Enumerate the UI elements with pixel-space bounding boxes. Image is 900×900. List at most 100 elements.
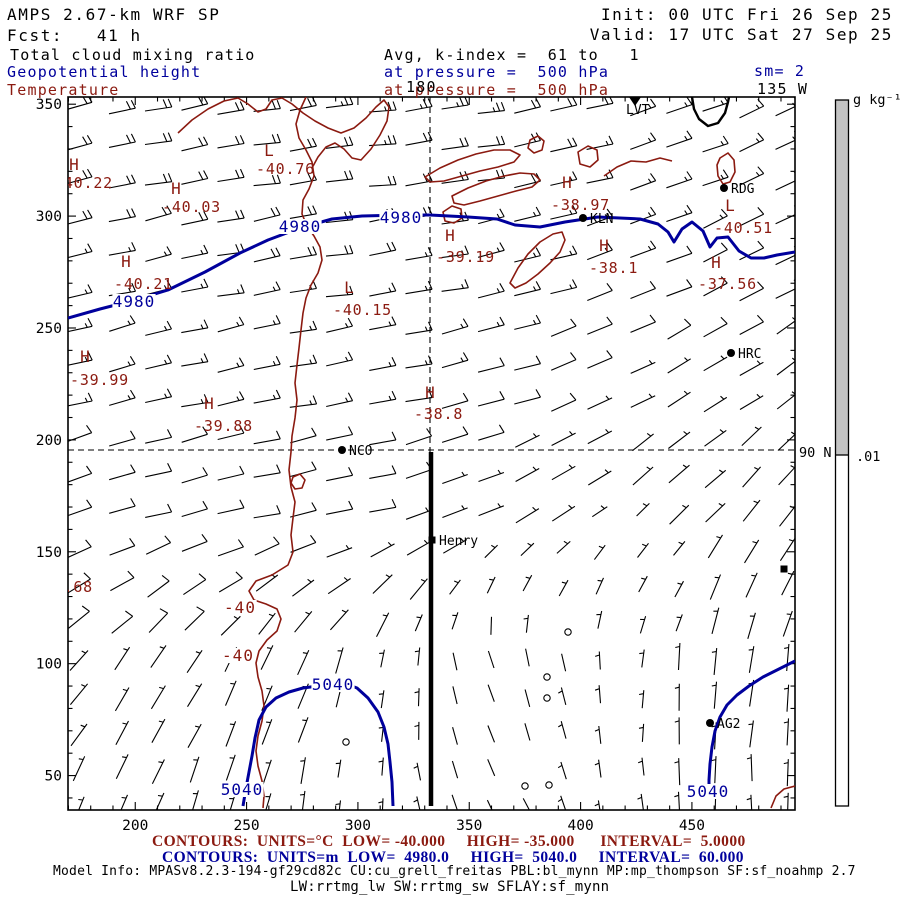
wind-barb: [477, 391, 505, 407]
init-time: Init: 00 UTC Fri 26 Sep 25: [600, 5, 893, 24]
wind-barb: [181, 244, 209, 260]
calm-wind-circle: [564, 628, 572, 636]
wind-barb: [290, 427, 317, 444]
contour-legend-height: CONTOURS: UNITS=m LOW= 4980.0 HIGH= 5040…: [162, 849, 744, 866]
wind-barb: [703, 395, 728, 413]
wind-barb: [441, 426, 469, 443]
wind-barb: [478, 424, 505, 441]
wind-barb: [68, 499, 93, 517]
station-marker-dot: [727, 349, 735, 357]
height-contour: [68, 213, 795, 320]
extremum-symbol: L: [725, 196, 735, 215]
station-label: Henry: [439, 534, 478, 549]
station-label: LVT: [626, 103, 650, 118]
wind-barb: [778, 465, 795, 486]
wind-barb: [297, 717, 309, 743]
wind-barb: [326, 317, 353, 333]
station-marker-dot: [579, 214, 587, 222]
field-height-label: Geopotential height: [7, 63, 202, 81]
wind-barb: [148, 608, 169, 633]
wind-barb: [369, 498, 397, 513]
wind-barb: [151, 718, 166, 743]
wind-barb: [109, 315, 136, 332]
wind-barb: [292, 578, 315, 597]
wind-barb: [413, 796, 421, 810]
wind-barb: [636, 503, 650, 517]
wind-barb: [704, 469, 727, 489]
physics-suite-line: LW:rrtmg_lw SW:rrtmg_sw SFLAY:sf_mynn: [290, 879, 610, 895]
wind-barb: [109, 356, 136, 373]
wind-barb: [326, 426, 354, 441]
wind-barb: [217, 209, 245, 223]
wind-barb: [326, 544, 353, 558]
wind-barb: [638, 723, 645, 742]
wind-barb: [630, 314, 656, 333]
wind-barb: [747, 612, 756, 639]
wind-barb: [110, 570, 135, 592]
wind-barb: [703, 242, 728, 263]
wind-barb: [145, 205, 172, 222]
wind-barb: [668, 464, 690, 484]
wind-barb: [325, 285, 354, 298]
wind-barb: [667, 357, 691, 374]
wind-barb: [522, 798, 530, 810]
wind-barb: [666, 130, 693, 148]
wind-barb: [68, 392, 93, 407]
wind-barb: [486, 576, 496, 594]
wind-barb: [405, 389, 433, 403]
wind-barb: [441, 318, 469, 335]
wind-barb: [68, 284, 93, 299]
valid-time: Valid: 17 UTC Sat 27 Sep 25: [589, 25, 893, 44]
wind-barb: [405, 428, 433, 446]
wind-barb: [109, 389, 136, 406]
wind-barb: [217, 424, 245, 441]
x-tick-label: 350: [456, 818, 482, 834]
wind-barb: [702, 169, 729, 187]
wind-barb: [746, 754, 753, 782]
pressure-level-blue: at pressure = 500 hPa: [384, 63, 610, 81]
station-marker-dot: [706, 719, 714, 727]
wind-barb: [487, 725, 496, 743]
wind-barb: [587, 395, 613, 410]
contour-label-halo: [112, 294, 156, 309]
wind-barb: [630, 393, 656, 408]
station-label: KLN: [590, 212, 613, 227]
wind-barb: [151, 759, 165, 784]
wind-barb: [524, 689, 531, 708]
wind-barb: [108, 99, 136, 115]
wind-barb: [217, 316, 245, 333]
wind-barb: [514, 98, 541, 114]
wind-barb: [369, 465, 397, 479]
wind-barb: [145, 535, 172, 555]
x-tick-label: 450: [679, 818, 705, 834]
wind-barb: [739, 281, 765, 302]
wind-barb: [551, 392, 577, 412]
wind-barb: [68, 97, 93, 110]
wind-barb: [405, 355, 433, 369]
wind-barb: [326, 466, 354, 482]
wind-barb: [253, 100, 281, 112]
wind-barb: [451, 794, 458, 810]
wind-barb: [486, 799, 493, 810]
wind-barb: [779, 505, 795, 527]
wind-barb: [477, 357, 505, 373]
wind-barb: [253, 174, 281, 187]
wind-barb: [405, 247, 433, 261]
wind-barb: [596, 610, 603, 629]
wind-barb: [739, 360, 764, 376]
wind-barb: [69, 683, 89, 705]
wind-barb: [220, 615, 241, 636]
wind-barb: [674, 683, 680, 711]
wind-barb: [551, 431, 576, 446]
k-index-label: Avg, k-index = 61 to 1: [384, 46, 640, 64]
colorbar-units-label: g kg⁻¹: [853, 92, 900, 108]
wind-barb: [783, 759, 789, 787]
wind-barb: [289, 395, 318, 408]
wind-barb: [550, 279, 578, 295]
wind-barb: [442, 505, 468, 519]
wind-barb: [783, 718, 790, 746]
wind-barb: [145, 320, 172, 336]
wind-barb: [777, 431, 795, 451]
wind-barb: [783, 684, 790, 712]
extremum-symbol: H: [69, 155, 79, 174]
